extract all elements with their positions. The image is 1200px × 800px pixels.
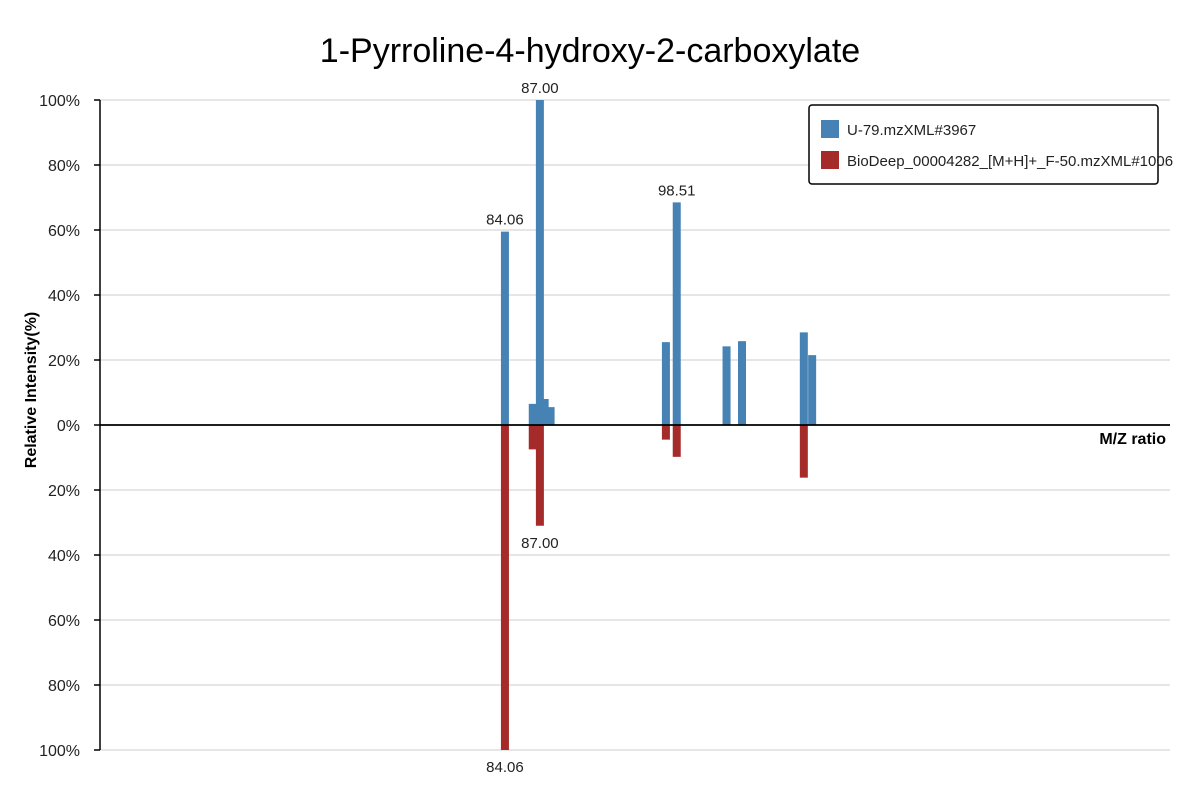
query-peak-bar: [528, 403, 537, 425]
reference-peak-bar: [528, 425, 537, 450]
query-peak-bar: [535, 100, 544, 425]
query-peak-bar: [799, 332, 808, 425]
query-peak-bar: [500, 231, 509, 425]
y-tick-label: 0%: [57, 418, 80, 435]
y-tick-label: 60%: [48, 613, 80, 630]
y-tick-label: 80%: [48, 158, 80, 175]
reference-peak-bar: [500, 425, 509, 750]
y-tick-label: 80%: [48, 678, 80, 695]
legend-swatch-reference: [821, 151, 839, 169]
y-ticks: 100% 80% 60% 40% 20% 0% 20% 40% 60% 80% 100%: [39, 93, 100, 760]
peak-labels: 84.06 87.00 98.51 84.06 87.00: [486, 80, 695, 776]
reference-peak-label: 87.00: [521, 535, 559, 552]
bars: [500, 100, 817, 750]
axes: [99, 100, 1170, 750]
query-peak-bar: [546, 407, 555, 425]
legend-swatch-query: [821, 120, 839, 138]
reference-peak-bar: [799, 425, 808, 478]
legend-label-query: U-79.mzXML#3967: [847, 122, 976, 139]
query-peak-bar: [722, 346, 731, 425]
x-axis-title: M/Z ratio: [1099, 431, 1166, 448]
grid: [100, 99, 1170, 751]
chart-title: 1-Pyrroline-4-hydroxy-2-carboxylate: [320, 32, 860, 70]
query-peak-label: 84.06: [486, 212, 524, 229]
query-peak-label: 87.00: [521, 80, 559, 97]
legend-box: [808, 104, 1159, 185]
legend-label-reference: BioDeep_00004282_[M+H]+_F-50.mzXML#1006: [847, 153, 1173, 170]
query-peak-bar: [672, 202, 681, 425]
y-tick-label: 60%: [48, 223, 80, 240]
reference-peak-bar: [672, 425, 681, 457]
query-peak-label: 98.51: [658, 182, 696, 199]
y-tick-label: 20%: [48, 353, 80, 370]
y-tick-label: 40%: [48, 548, 80, 565]
query-peak-bar: [540, 399, 549, 425]
y-tick-label: 100%: [39, 93, 80, 110]
legend: U-79.mzXML#3967 BioDeep_00004282_[M+H]+_…: [808, 104, 1173, 185]
reference-peak-bar: [661, 425, 670, 440]
y-axis-title: Relative Intensity(%): [23, 312, 40, 468]
y-tick-label: 40%: [48, 288, 80, 305]
reference-peak-bar: [535, 425, 544, 526]
query-peak-bar: [661, 342, 670, 425]
reference-peak-label: 84.06: [486, 759, 524, 776]
y-tick-label: 100%: [39, 743, 80, 760]
query-peak-bar: [738, 341, 746, 425]
y-tick-label: 20%: [48, 483, 80, 500]
query-peak-bar: [808, 355, 817, 425]
